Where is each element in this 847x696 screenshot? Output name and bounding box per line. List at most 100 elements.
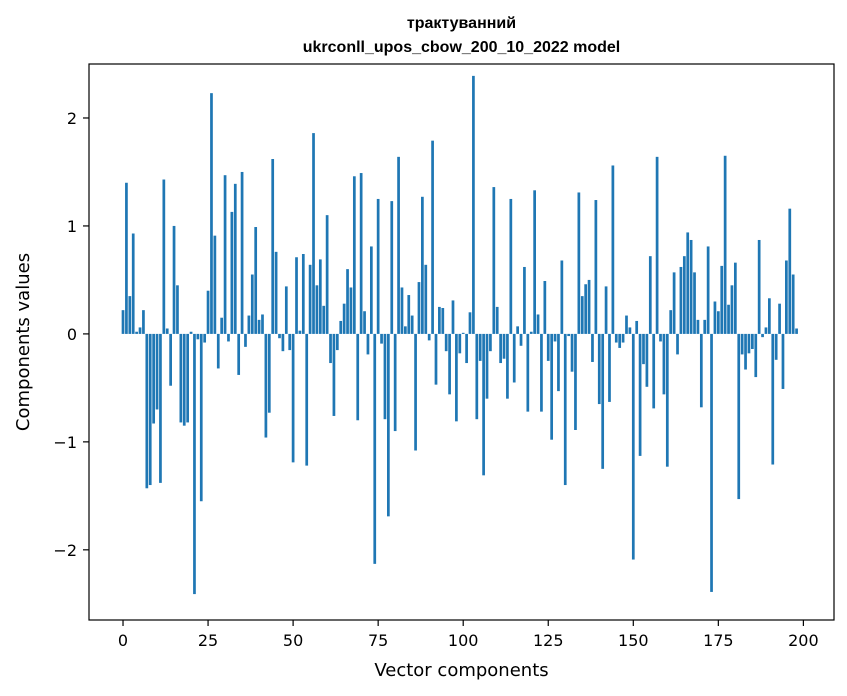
bar-component-188 [761, 333, 764, 338]
bar-component-126 [550, 333, 554, 440]
bar-component-48 [284, 286, 288, 334]
y-tick-label: 0 [67, 325, 77, 344]
bar-component-63 [335, 333, 339, 351]
bar-component-121 [533, 190, 536, 334]
bar-component-127 [553, 333, 557, 342]
bar-component-88 [421, 196, 424, 334]
bar-component-57 [315, 285, 319, 334]
bar-component-23 [199, 333, 203, 502]
bar-component-122 [536, 314, 540, 334]
bar-component-140 [597, 333, 601, 405]
bar-component-172 [706, 246, 710, 334]
bar-component-95 [444, 333, 448, 352]
bar-component-58 [318, 259, 322, 334]
bar-component-69 [356, 333, 360, 421]
bar-component-196 [788, 208, 792, 334]
bar-component-113 [506, 333, 509, 399]
bar-component-180 [733, 262, 737, 334]
bar-component-74 [373, 333, 377, 564]
bar-component-16 [176, 285, 179, 334]
bar-component-187 [757, 239, 761, 334]
bar-component-142 [604, 286, 608, 334]
bar-component-5 [138, 327, 142, 334]
bar-component-82 [400, 287, 404, 334]
bar-component-132 [570, 333, 574, 372]
bar-component-124 [543, 281, 547, 334]
bar-component-128 [557, 333, 560, 392]
bar-component-41 [261, 314, 264, 334]
x-tick-label: 50 [283, 631, 303, 650]
bar-component-59 [322, 305, 326, 334]
bar-component-50 [291, 333, 295, 463]
bar-component-159 [662, 333, 666, 395]
bar-component-49 [288, 333, 292, 351]
bar-component-129 [560, 260, 564, 334]
bar-component-181 [737, 333, 741, 500]
x-tick-label: 25 [198, 631, 218, 650]
bar-component-97 [451, 300, 455, 334]
bar-component-28 [216, 333, 220, 369]
bar-component-144 [611, 165, 615, 334]
bar-component-26 [210, 93, 213, 334]
x-tick-label: 125 [533, 631, 564, 650]
bar-component-85 [410, 315, 414, 334]
bar-component-191 [771, 333, 775, 465]
bar-component-182 [740, 333, 744, 355]
bar-component-90 [427, 333, 431, 341]
bar-component-65 [342, 303, 346, 334]
bar-component-125 [546, 333, 550, 361]
bar-component-29 [220, 317, 224, 334]
bar-component-101 [465, 333, 468, 364]
bar-component-10 [155, 333, 159, 410]
bar-component-184 [747, 333, 751, 354]
bar-component-119 [526, 333, 530, 412]
bar-component-60 [325, 215, 329, 334]
bar-component-138 [591, 333, 594, 362]
bar-component-105 [478, 333, 482, 361]
bar-component-139 [594, 200, 598, 334]
bar-component-68 [352, 176, 356, 334]
bar-component-30 [223, 175, 227, 334]
bar-component-161 [669, 310, 673, 334]
bar-component-1 [125, 182, 128, 334]
bar-component-7 [145, 333, 149, 489]
bar-component-36 [244, 333, 247, 347]
bar-component-115 [512, 333, 516, 383]
x-tick-label: 75 [368, 631, 388, 650]
x-tick-label: 150 [618, 631, 649, 650]
bar-component-156 [652, 333, 656, 409]
bar-component-24 [203, 333, 207, 343]
bar-component-38 [250, 274, 254, 334]
bar-component-164 [679, 266, 683, 334]
bar-component-52 [298, 330, 302, 334]
bar-component-77 [383, 333, 387, 420]
bar-component-44 [271, 159, 275, 334]
bar-component-78 [387, 333, 390, 517]
x-tick-label: 175 [703, 631, 734, 650]
bar-component-12 [162, 179, 166, 334]
bar-component-133 [574, 333, 577, 430]
bar-component-83 [404, 326, 407, 334]
bar-component-19 [186, 333, 190, 423]
x-tick-label: 0 [118, 631, 128, 650]
bar-component-157 [655, 156, 659, 334]
bar-component-112 [502, 333, 506, 359]
bar-component-135 [580, 296, 584, 334]
bar-component-27 [213, 235, 217, 334]
x-tick-label: 100 [448, 631, 479, 650]
bar-component-183 [744, 333, 747, 370]
bar-component-151 [635, 320, 639, 334]
bar-component-67 [349, 287, 353, 334]
bar-component-136 [584, 284, 588, 334]
bar-component-189 [764, 327, 768, 334]
bar-component-123 [540, 333, 543, 412]
bar-component-51 [295, 257, 298, 334]
bar-component-93 [438, 306, 441, 334]
bar-component-84 [407, 295, 411, 334]
bar-component-120 [529, 331, 533, 334]
bar-component-106 [482, 333, 485, 476]
bar-component-79 [390, 201, 394, 334]
chart-title-line1: трактуванний [407, 15, 516, 32]
bar-component-73 [369, 246, 373, 334]
bar-component-4 [135, 331, 138, 334]
